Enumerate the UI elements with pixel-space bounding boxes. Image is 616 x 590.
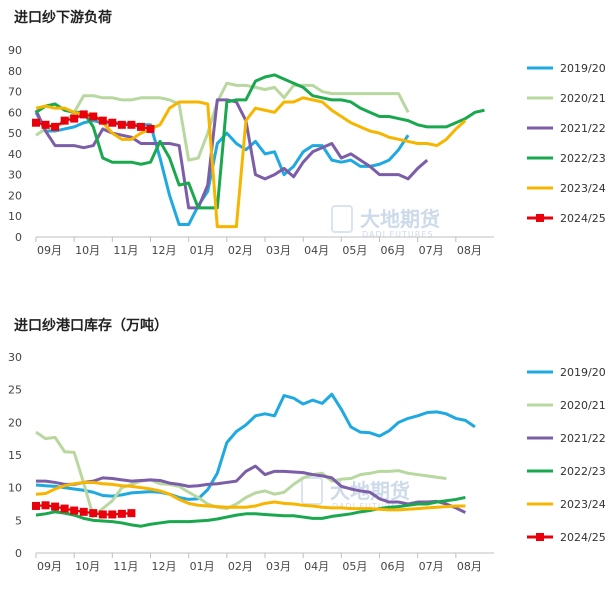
x-tick-label: 11月 xyxy=(113,560,138,573)
legend-label: 2023/24 xyxy=(560,182,606,195)
series-line-2023-24 xyxy=(35,480,466,512)
x-tick-label: 07月 xyxy=(419,560,444,573)
series-line-2019-20 xyxy=(35,392,476,501)
x-tick-label: 03月 xyxy=(266,560,291,573)
legend-label: 2020/21 xyxy=(560,92,606,105)
y-tick-label: 0 xyxy=(15,547,22,560)
series-marker xyxy=(41,501,50,510)
x-tick-label: 05月 xyxy=(342,244,367,257)
x-tick-label: 05月 xyxy=(342,560,367,573)
series-marker xyxy=(98,510,107,519)
x-tick-label: 10月 xyxy=(75,560,100,573)
x-tick-label: 06月 xyxy=(381,244,406,257)
x-tick-label: 04月 xyxy=(304,244,329,257)
series-line-2020-21 xyxy=(35,430,447,518)
series-marker xyxy=(51,502,60,511)
x-tick-label: 02月 xyxy=(228,560,253,573)
legend-label: 2022/23 xyxy=(560,465,606,478)
x-tick-label: 01月 xyxy=(190,560,215,573)
series-marker xyxy=(89,112,98,121)
series-marker xyxy=(41,120,50,129)
series-marker xyxy=(60,116,69,125)
legend-label: 2024/25 xyxy=(560,212,606,225)
x-tick-label: 04月 xyxy=(304,560,329,573)
watermark-sub: DADI FUTURES xyxy=(362,230,433,239)
series-marker xyxy=(32,118,40,127)
series-marker xyxy=(108,510,117,519)
series-marker xyxy=(70,506,79,515)
x-tick-label: 01月 xyxy=(190,244,215,257)
legend-marker xyxy=(536,214,544,222)
series-marker xyxy=(79,110,88,119)
x-tick-label: 07月 xyxy=(419,244,444,257)
series-marker xyxy=(136,122,145,131)
series-marker xyxy=(117,120,126,129)
series-marker xyxy=(32,501,40,510)
legend-label: 2021/22 xyxy=(560,122,606,135)
legend-label: 2019/20 xyxy=(560,62,606,75)
y-tick-label: 0 xyxy=(15,231,22,244)
legend-label: 2020/21 xyxy=(560,399,606,412)
x-tick-label: 08月 xyxy=(457,560,482,573)
y-tick-label: 30 xyxy=(8,169,22,182)
y-tick-label: 10 xyxy=(8,210,22,223)
series-marker xyxy=(89,509,98,518)
series-line-2022-23 xyxy=(35,73,485,210)
y-tick-label: 60 xyxy=(8,106,22,119)
x-tick-label: 03月 xyxy=(266,244,291,257)
watermark-icon xyxy=(331,205,353,233)
x-tick-label: 10月 xyxy=(75,244,100,257)
series-marker xyxy=(127,509,136,518)
x-tick-label: 09月 xyxy=(37,244,62,257)
series-line-2022-23 xyxy=(35,495,466,528)
series-line-2021-22 xyxy=(36,464,467,514)
series-marker xyxy=(98,116,107,125)
y-tick-label: 80 xyxy=(8,65,22,78)
x-tick-label: 12月 xyxy=(152,244,177,257)
y-tick-label: 5 xyxy=(15,514,22,527)
series-line-2020-21 xyxy=(35,81,410,162)
x-tick-label: 09月 xyxy=(37,560,62,573)
series-marker xyxy=(108,118,117,127)
series-marker xyxy=(79,507,88,516)
legend-label: 2019/20 xyxy=(560,366,606,379)
y-tick-label: 25 xyxy=(8,384,22,397)
watermark-icon xyxy=(301,477,323,505)
x-tick-label: 11月 xyxy=(113,244,138,257)
y-tick-label: 20 xyxy=(8,416,22,429)
x-tick-label: 02月 xyxy=(228,244,253,257)
y-tick-label: 15 xyxy=(8,449,22,462)
watermark-sub: DADI FUTURES xyxy=(332,502,403,511)
x-tick-label: 12月 xyxy=(152,560,177,573)
y-tick-label: 50 xyxy=(8,127,22,140)
series-line-2023-24 xyxy=(35,96,467,229)
x-tick-label: 08月 xyxy=(457,244,482,257)
series-marker xyxy=(70,114,79,123)
y-tick-label: 40 xyxy=(8,148,22,161)
y-tick-label: 70 xyxy=(8,86,22,99)
legend-label: 2023/24 xyxy=(560,498,606,511)
legend-marker xyxy=(536,533,544,541)
chart-title: 进口纱港口库存（万吨） xyxy=(14,317,168,334)
legend-label: 2024/25 xyxy=(560,531,606,544)
series-marker xyxy=(117,509,126,518)
legend-label: 2021/22 xyxy=(560,432,606,445)
series-marker xyxy=(60,504,69,513)
series-marker xyxy=(127,120,136,129)
y-tick-label: 30 xyxy=(8,351,22,364)
series-marker xyxy=(146,124,155,133)
watermark-name: 大地期货 xyxy=(360,207,440,231)
legend-label: 2022/23 xyxy=(560,152,606,165)
y-tick-label: 10 xyxy=(8,482,22,495)
chart-title: 进口纱下游负荷 xyxy=(14,9,112,26)
y-tick-label: 90 xyxy=(8,44,22,57)
y-tick-label: 20 xyxy=(8,189,22,202)
series-marker xyxy=(51,122,60,131)
x-tick-label: 06月 xyxy=(381,560,406,573)
